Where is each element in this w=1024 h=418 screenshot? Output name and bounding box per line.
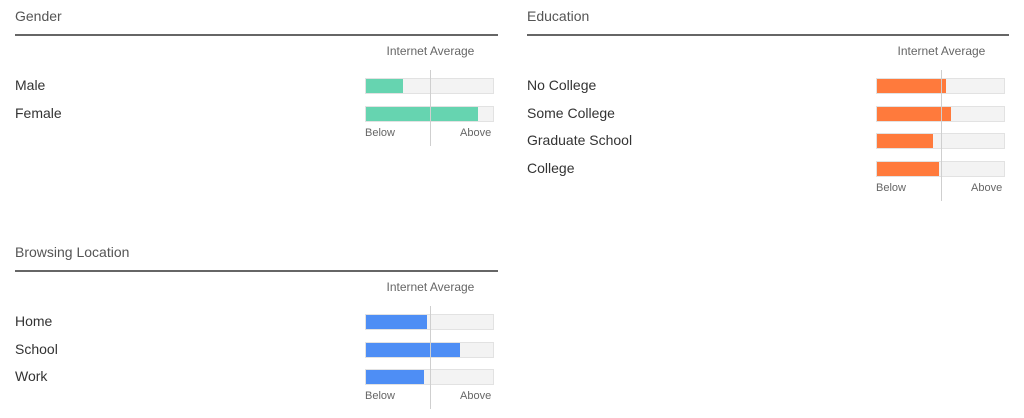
gender-panel: Gender Internet Average Male Female Below Abo…: [15, 0, 498, 180]
title-rule: [527, 34, 1009, 36]
axis-below-label: Below: [876, 181, 906, 194]
education-panel: Education Internet Average No College Some …: [527, 0, 1009, 210]
category-label: Graduate School: [527, 132, 633, 148]
bar-female: [366, 106, 478, 121]
axis-below-label: Below: [365, 390, 395, 402]
reference-label: Internet Average: [897, 44, 986, 58]
chart-title: Gender: [15, 8, 62, 24]
average-line: [429, 70, 431, 146]
bar-work: [366, 370, 425, 384]
bar-some-college: [877, 106, 951, 121]
chart-title: Browsing Location: [15, 244, 130, 260]
reference-label: Internet Average: [386, 44, 475, 58]
title-rule: [15, 34, 498, 36]
axis-above-label: Above: [460, 390, 492, 402]
category-label: Home: [15, 313, 53, 329]
axis-below-label: Below: [365, 126, 395, 139]
average-line: [429, 306, 431, 409]
average-line: [940, 70, 942, 201]
bar-school: [366, 342, 460, 357]
axis-above-label: Above: [460, 126, 492, 139]
category-label: School: [15, 340, 58, 357]
chart-title: Education: [527, 8, 590, 24]
bar-college: [877, 161, 940, 176]
category-label: Some College: [527, 104, 615, 121]
category-label: Female: [15, 104, 62, 121]
title-rule: [15, 270, 498, 272]
browsing-location-panel: Browsing Location Internet Average Home Sch…: [15, 236, 498, 416]
bar-male: [366, 79, 403, 93]
reference-label: Internet Average: [386, 280, 475, 294]
axis-above-label: Above: [971, 181, 1003, 194]
category-label: College: [527, 159, 575, 176]
bar-home: [366, 315, 427, 329]
category-label: Male: [15, 77, 46, 93]
category-label: Work: [15, 368, 48, 384]
bar-no-college: [877, 79, 946, 93]
bar-graduate-school: [877, 134, 933, 148]
category-label: No College: [527, 77, 597, 93]
